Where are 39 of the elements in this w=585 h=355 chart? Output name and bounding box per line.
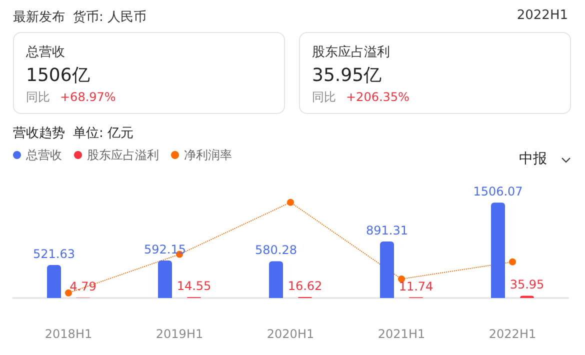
x-tick-label: 2022H1 (488, 327, 536, 341)
bar (491, 202, 506, 298)
text: +206.35% (346, 90, 410, 104)
data-label: 592.15 (144, 242, 186, 256)
bar (269, 261, 284, 298)
text: 股东应占溢利 (312, 44, 391, 61)
data-label: 35.95 (510, 278, 544, 292)
text: 中报 (519, 150, 547, 168)
data-label: 14.55 (176, 279, 212, 294)
legend-label: 净利润率 (184, 148, 232, 162)
text: 同比 (26, 90, 50, 104)
text: 35.95亿 (312, 64, 383, 87)
point (65, 289, 72, 296)
text: 总营收 (26, 44, 66, 61)
data-label: 16.62 (288, 278, 322, 293)
legend-label: 股东应占溢利 (87, 148, 159, 162)
data-label: 891.31 (366, 224, 408, 238)
data-label: 521.63 (33, 246, 76, 261)
data-label: 11.74 (398, 279, 434, 294)
point (509, 258, 516, 266)
chart-title: 营收趋势 (13, 126, 65, 141)
point (287, 198, 294, 206)
text: 货币: 人民币 (73, 10, 147, 25)
bar (47, 264, 62, 298)
x-tick-label: 2021H1 (378, 327, 426, 341)
legend-label: 总营收 (25, 148, 62, 162)
text: 2022H1 (516, 8, 568, 23)
x-tick-label: 2018H1 (44, 327, 92, 341)
text: 1506亿 (26, 64, 91, 87)
text: +68.97% (60, 90, 116, 104)
bar (380, 242, 394, 298)
bar (158, 260, 172, 298)
data-label: 580.28 (255, 243, 298, 258)
text: 最新发布 (13, 10, 65, 25)
x-tick-label: 2019H1 (156, 327, 204, 341)
x-tick-label: 2020H1 (266, 327, 314, 341)
chart-subtitle: 单位: 亿元 (73, 126, 134, 141)
text: 同比 (312, 90, 336, 104)
data-label: 1506.07 (473, 184, 523, 199)
